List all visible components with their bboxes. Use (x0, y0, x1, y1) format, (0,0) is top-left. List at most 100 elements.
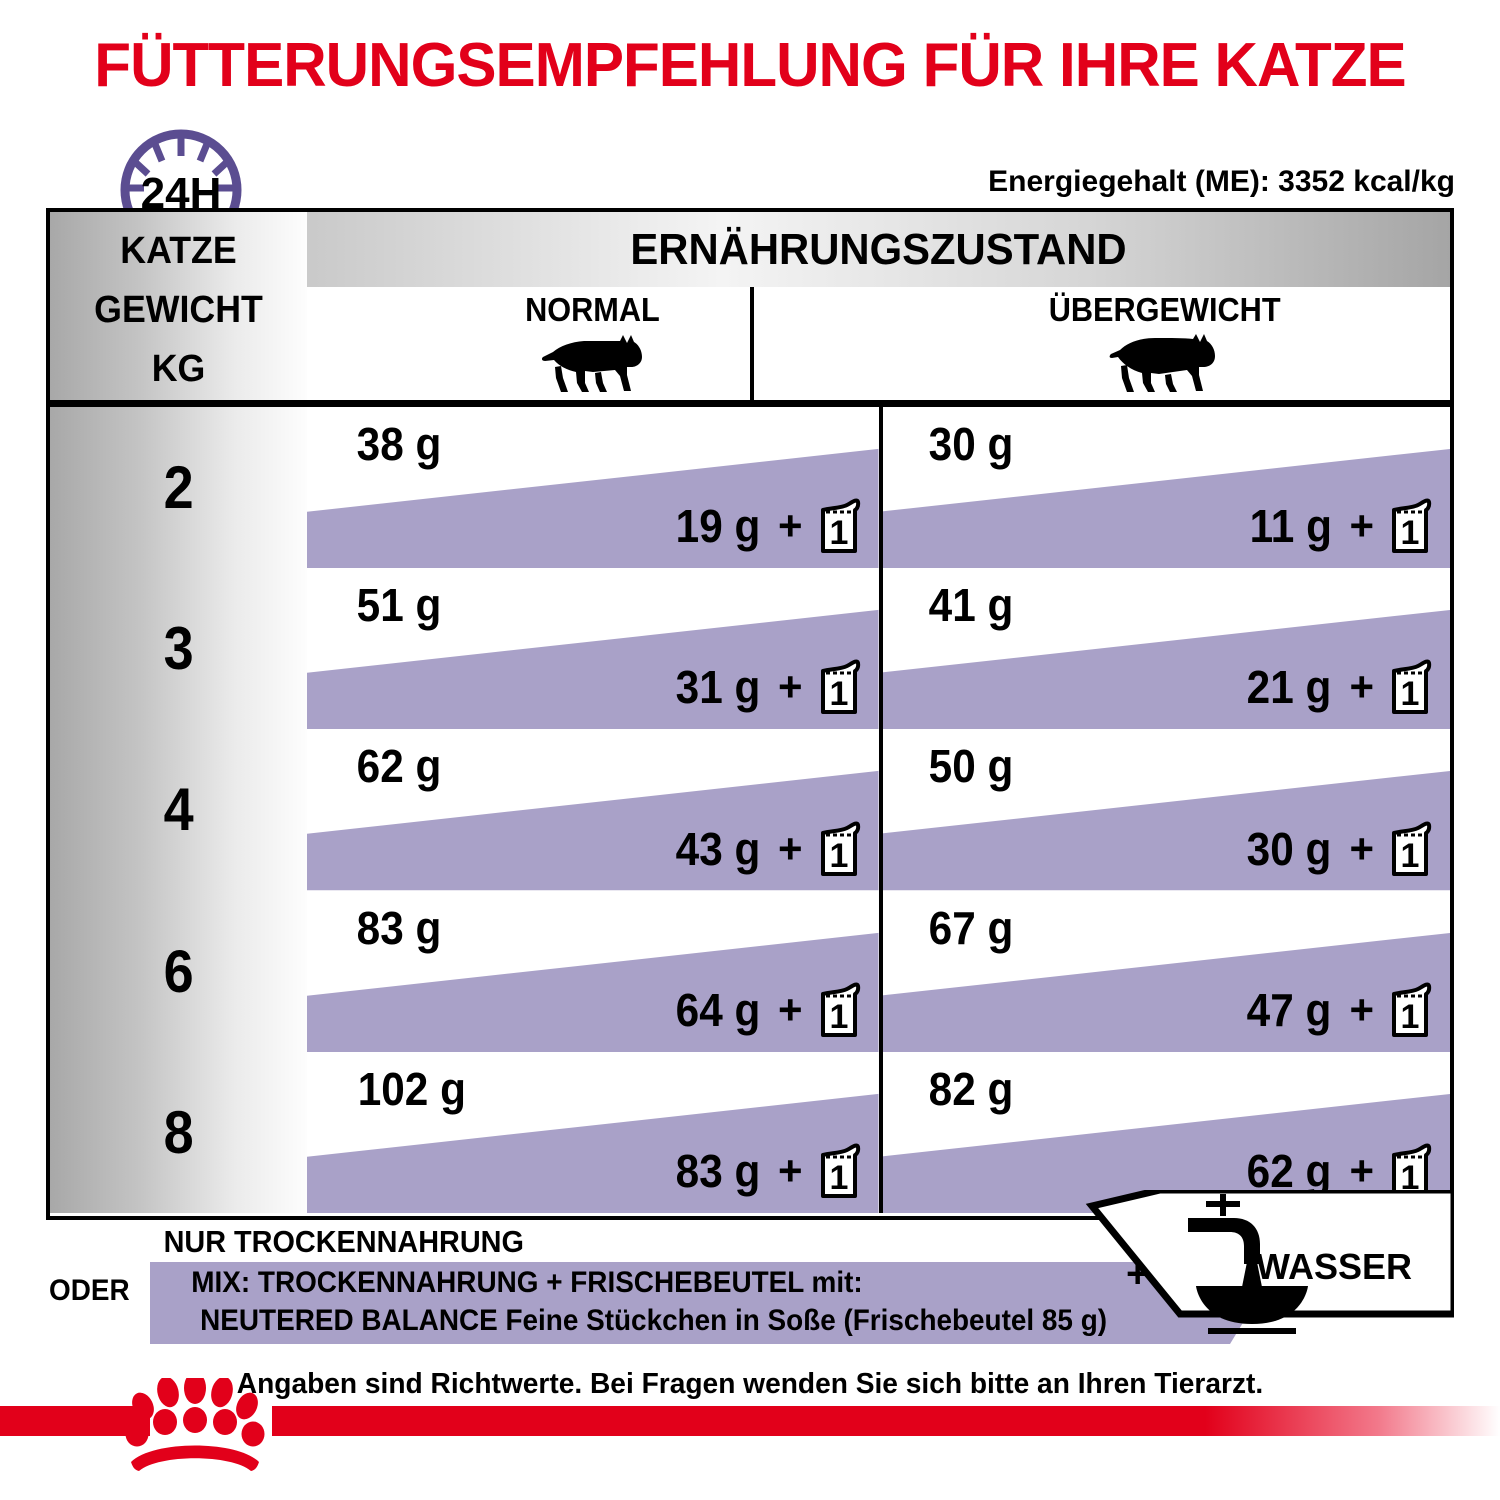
pouch-count: 1 (1401, 837, 1420, 875)
cell-normal: 83 g 64 g +1 (307, 891, 879, 1052)
cell-normal: 51 g 31 g +1 (307, 568, 879, 730)
mix-band (878, 407, 1450, 569)
weight-header-line-3: KG (151, 348, 206, 390)
dry-only-amount: 82 g (928, 1062, 1013, 1115)
mix-dry-amount: 21 g (1247, 661, 1332, 714)
weight-header-cell: KATZE GEWICHT KG (50, 212, 307, 404)
dry-only-amount: 30 g (928, 418, 1013, 470)
state-label-normal: NORMAL (525, 291, 661, 328)
mix-plus-sign: + (777, 502, 803, 550)
footer-red-bar-left (0, 1406, 150, 1436)
mix-plus-sign: + (1349, 824, 1374, 872)
mix-amount-group: 83 g +1 (672, 1143, 861, 1199)
mix-amount-group: 21 g +1 (1243, 659, 1432, 715)
mix-dry-amount: 30 g (1247, 822, 1332, 875)
mix-plus-sign: + (777, 824, 803, 872)
weight-header-line-2: GEWICHT (94, 289, 263, 331)
pouch-count: 1 (829, 837, 848, 875)
cell-column-divider (878, 729, 883, 891)
cell-overweight: 67 g 47 g +1 (878, 891, 1450, 1052)
row-weight-cell: 4 (50, 729, 307, 891)
row-weight-value: 8 (163, 1098, 194, 1166)
pouch-count: 1 (829, 998, 848, 1036)
mix-amount-group: 30 g +1 (1243, 821, 1432, 877)
cell-overweight: 50 g 30 g +1 (878, 729, 1450, 891)
dry-only-amount: 83 g (356, 901, 442, 954)
table-row: 3 51 g 31 g +1 41 g 21 g +1 (50, 568, 1450, 730)
mix-plus-sign: + (777, 663, 803, 711)
mix-band (878, 1052, 1450, 1213)
legend-water-plus: + (1126, 1252, 1150, 1296)
pouch-count: 1 (1401, 675, 1420, 713)
table-body: 2 38 g 19 g +1 30 g 11 g +1 3 51 g 31 g +1 41 g 21 g… (50, 407, 1450, 1213)
state-column-divider (750, 287, 754, 404)
tap-bowl-icon (1188, 1194, 1308, 1334)
cell-normal: 62 g 43 g +1 (307, 729, 879, 891)
mix-amount-group: 47 g +1 (1243, 982, 1432, 1038)
row-cells: 102 g 83 g +1 82 g 62 g +1 (307, 1051, 1450, 1213)
dry-only-amount: 41 g (928, 579, 1013, 632)
pouch-count: 1 (829, 514, 848, 552)
mix-band (307, 1052, 879, 1213)
row-weight-cell: 8 (50, 1051, 307, 1213)
mix-band (878, 729, 1450, 891)
row-weight-cell: 2 (50, 407, 307, 569)
pouch-icon: 1 (1388, 498, 1432, 554)
legend-mix-banner: MIX: TROCKENNAHRUNG + FRISCHEBEUTEL mit:… (150, 1262, 1280, 1344)
row-cells: 38 g 19 g +1 30 g 11 g +1 (307, 407, 1450, 569)
pouch-count: 1 (1401, 1159, 1420, 1197)
legend-dry-only-label: NUR TROCKENNAHRUNG (163, 1224, 524, 1259)
row-weight-value: 4 (163, 776, 194, 844)
row-weight-cell: 6 (50, 890, 307, 1052)
mix-plus-sign: + (777, 1146, 803, 1194)
pouch-icon: 1 (1388, 659, 1432, 715)
pouch-icon: 1 (817, 659, 861, 715)
feeding-table: KATZE GEWICHT KG ERNÄHRUNGSZUSTAND NORMA… (46, 208, 1454, 1220)
cell-normal: 38 g 19 g +1 (307, 407, 879, 569)
pouch-icon: 1 (1388, 982, 1432, 1038)
mix-dry-amount: 64 g (675, 983, 761, 1036)
cat-overweight-icon (1109, 333, 1219, 400)
mix-amount-group: 11 g +1 (1246, 498, 1432, 554)
table-row: 6 83 g 64 g +1 67 g 47 g +1 (50, 890, 1450, 1052)
table-row: 8 102 g 83 g +1 82 g 62 g +1 (50, 1051, 1450, 1213)
pouch-icon: 1 (1388, 1143, 1432, 1199)
cell-column-divider (878, 568, 883, 730)
dry-only-amount: 38 g (356, 418, 442, 470)
mix-amount-group: 31 g +1 (672, 659, 861, 715)
mix-plus-sign: + (1349, 1146, 1374, 1194)
pouch-icon: 1 (817, 821, 861, 877)
dry-only-amount: 50 g (928, 740, 1013, 793)
legend-mix-line-2: NEUTERED BALANCE Feine Stückchen in Soße… (200, 1304, 1108, 1337)
mix-dry-amount: 62 g (1247, 1144, 1332, 1197)
legend-section: ODER NUR TROCKENNAHRUNG MIX: TROCKENNAHR… (46, 1190, 1454, 1346)
state-label-overweight: ÜBERGEWICHT (1048, 291, 1281, 328)
mix-dry-amount: 83 g (675, 1144, 761, 1197)
header-bottom-rule (50, 400, 1450, 407)
mix-plus-sign: + (1349, 985, 1374, 1033)
dry-only-amount: 51 g (356, 579, 442, 632)
weight-header-line-1: KATZE (120, 230, 237, 272)
pouch-icon: 1 (1388, 821, 1432, 877)
pouch-count: 1 (829, 1159, 848, 1197)
mix-plus-sign: + (1349, 663, 1374, 711)
cell-overweight: 41 g 21 g +1 (878, 568, 1450, 730)
cell-overweight: 82 g 62 g +1 (878, 1052, 1450, 1213)
mix-amount-group: 64 g +1 (672, 982, 861, 1038)
row-weight-value: 6 (163, 937, 194, 1005)
mix-dry-amount: 43 g (675, 822, 761, 875)
pouch-icon: 1 (817, 1143, 861, 1199)
state-column-overweight: ÜBERGEWICHT (879, 287, 1451, 404)
pouch-count: 1 (829, 675, 848, 713)
row-weight-cell: 3 (50, 568, 307, 730)
mix-band (878, 568, 1450, 730)
mix-band (307, 407, 879, 569)
cell-column-divider (878, 407, 883, 569)
row-cells: 62 g 43 g +1 50 g 30 g +1 (307, 729, 1450, 891)
pouch-count: 1 (1401, 998, 1420, 1036)
cell-column-divider (878, 890, 883, 1052)
state-column-normal: NORMAL (307, 287, 879, 404)
mix-dry-amount: 31 g (675, 661, 761, 714)
mix-amount-group: 62 g +1 (1243, 1143, 1432, 1199)
clock-24h-icon: 24H (110, 128, 252, 216)
